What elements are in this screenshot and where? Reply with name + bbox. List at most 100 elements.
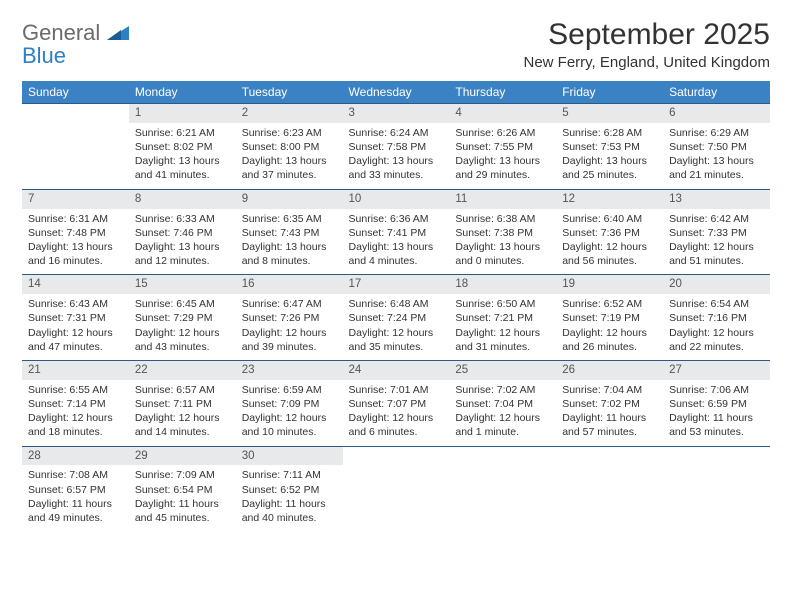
day-content-row: Sunrise: 6:55 AMSunset: 7:14 PMDaylight:… bbox=[22, 380, 770, 446]
day-cell: Sunrise: 7:01 AMSunset: 7:07 PMDaylight:… bbox=[343, 380, 450, 446]
day-number: 8 bbox=[129, 189, 236, 208]
sunrise-text: Sunrise: 6:47 AM bbox=[242, 297, 337, 311]
day-cell bbox=[663, 465, 770, 531]
sunset-text: Sunset: 7:19 PM bbox=[562, 311, 657, 325]
sunrise-text: Sunrise: 6:55 AM bbox=[28, 383, 123, 397]
day-cell-content: Sunrise: 6:24 AMSunset: 7:58 PMDaylight:… bbox=[343, 123, 450, 189]
daylight-text: Daylight: 12 hours and 10 minutes. bbox=[242, 411, 337, 439]
day-number: 13 bbox=[663, 189, 770, 208]
day-cell-content: Sunrise: 6:40 AMSunset: 7:36 PMDaylight:… bbox=[556, 209, 663, 275]
day-cell: Sunrise: 6:48 AMSunset: 7:24 PMDaylight:… bbox=[343, 294, 450, 360]
day-cell: Sunrise: 6:52 AMSunset: 7:19 PMDaylight:… bbox=[556, 294, 663, 360]
sunset-text: Sunset: 8:00 PM bbox=[242, 140, 337, 154]
sunset-text: Sunset: 8:02 PM bbox=[135, 140, 230, 154]
day-cell: Sunrise: 7:08 AMSunset: 6:57 PMDaylight:… bbox=[22, 465, 129, 531]
sunset-text: Sunset: 7:48 PM bbox=[28, 226, 123, 240]
daylight-text: Daylight: 12 hours and 39 minutes. bbox=[242, 326, 337, 354]
day-cell: Sunrise: 6:33 AMSunset: 7:46 PMDaylight:… bbox=[129, 209, 236, 275]
daylight-text: Daylight: 13 hours and 12 minutes. bbox=[135, 240, 230, 268]
sunset-text: Sunset: 7:07 PM bbox=[349, 397, 444, 411]
daylight-text: Daylight: 12 hours and 18 minutes. bbox=[28, 411, 123, 439]
day-content-row: Sunrise: 6:43 AMSunset: 7:31 PMDaylight:… bbox=[22, 294, 770, 360]
day-number: 29 bbox=[129, 446, 236, 465]
sunrise-text: Sunrise: 6:57 AM bbox=[135, 383, 230, 397]
sunset-text: Sunset: 7:38 PM bbox=[455, 226, 550, 240]
daynum-row: 282930 bbox=[22, 446, 770, 465]
sunrise-text: Sunrise: 6:40 AM bbox=[562, 212, 657, 226]
day-cell-content: Sunrise: 6:28 AMSunset: 7:53 PMDaylight:… bbox=[556, 123, 663, 189]
day-cell-content: Sunrise: 6:52 AMSunset: 7:19 PMDaylight:… bbox=[556, 294, 663, 360]
day-cell bbox=[449, 465, 556, 531]
daylight-text: Daylight: 13 hours and 16 minutes. bbox=[28, 240, 123, 268]
sunrise-text: Sunrise: 6:59 AM bbox=[242, 383, 337, 397]
day-number: 25 bbox=[449, 360, 556, 379]
day-number: 12 bbox=[556, 189, 663, 208]
sunset-text: Sunset: 6:52 PM bbox=[242, 483, 337, 497]
day-number: 14 bbox=[22, 275, 129, 294]
logo-text-blue: Blue bbox=[22, 43, 66, 68]
daylight-text: Daylight: 13 hours and 0 minutes. bbox=[455, 240, 550, 268]
day-number: 2 bbox=[236, 104, 343, 123]
day-number bbox=[556, 446, 663, 465]
daylight-text: Daylight: 12 hours and 26 minutes. bbox=[562, 326, 657, 354]
sunset-text: Sunset: 7:36 PM bbox=[562, 226, 657, 240]
day-number: 1 bbox=[129, 104, 236, 123]
daylight-text: Daylight: 13 hours and 37 minutes. bbox=[242, 154, 337, 182]
day-number bbox=[449, 446, 556, 465]
day-cell: Sunrise: 6:54 AMSunset: 7:16 PMDaylight:… bbox=[663, 294, 770, 360]
sunrise-text: Sunrise: 6:31 AM bbox=[28, 212, 123, 226]
day-cell-content: Sunrise: 6:38 AMSunset: 7:38 PMDaylight:… bbox=[449, 209, 556, 275]
day-cell-content: Sunrise: 6:50 AMSunset: 7:21 PMDaylight:… bbox=[449, 294, 556, 360]
day-cell: Sunrise: 6:26 AMSunset: 7:55 PMDaylight:… bbox=[449, 123, 556, 189]
day-cell: Sunrise: 6:24 AMSunset: 7:58 PMDaylight:… bbox=[343, 123, 450, 189]
daylight-text: Daylight: 13 hours and 8 minutes. bbox=[242, 240, 337, 268]
daylight-text: Daylight: 12 hours and 51 minutes. bbox=[669, 240, 764, 268]
sunrise-text: Sunrise: 6:38 AM bbox=[455, 212, 550, 226]
daynum-row: 78910111213 bbox=[22, 189, 770, 208]
daylight-text: Daylight: 13 hours and 41 minutes. bbox=[135, 154, 230, 182]
day-cell-content: Sunrise: 6:26 AMSunset: 7:55 PMDaylight:… bbox=[449, 123, 556, 189]
day-cell-content: Sunrise: 6:59 AMSunset: 7:09 PMDaylight:… bbox=[236, 380, 343, 446]
day-cell: Sunrise: 6:35 AMSunset: 7:43 PMDaylight:… bbox=[236, 209, 343, 275]
sunset-text: Sunset: 7:11 PM bbox=[135, 397, 230, 411]
logo-text-general: General bbox=[22, 20, 100, 45]
day-number: 9 bbox=[236, 189, 343, 208]
sunrise-text: Sunrise: 7:08 AM bbox=[28, 468, 123, 482]
day-cell: Sunrise: 6:31 AMSunset: 7:48 PMDaylight:… bbox=[22, 209, 129, 275]
day-cell: Sunrise: 6:38 AMSunset: 7:38 PMDaylight:… bbox=[449, 209, 556, 275]
page-header: General Blue September 2025 New Ferry, E… bbox=[22, 18, 770, 71]
weekday-header: Friday bbox=[556, 81, 663, 104]
weekday-header: Monday bbox=[129, 81, 236, 104]
day-cell-content: Sunrise: 6:43 AMSunset: 7:31 PMDaylight:… bbox=[22, 294, 129, 360]
sunrise-text: Sunrise: 7:06 AM bbox=[669, 383, 764, 397]
day-cell-content: Sunrise: 6:23 AMSunset: 8:00 PMDaylight:… bbox=[236, 123, 343, 189]
sunrise-text: Sunrise: 6:29 AM bbox=[669, 126, 764, 140]
daylight-text: Daylight: 11 hours and 57 minutes. bbox=[562, 411, 657, 439]
weekday-header: Tuesday bbox=[236, 81, 343, 104]
sunset-text: Sunset: 7:55 PM bbox=[455, 140, 550, 154]
day-cell-content: Sunrise: 7:11 AMSunset: 6:52 PMDaylight:… bbox=[236, 465, 343, 531]
daynum-row: 14151617181920 bbox=[22, 275, 770, 294]
day-number: 3 bbox=[343, 104, 450, 123]
day-number: 26 bbox=[556, 360, 663, 379]
day-cell-content: Sunrise: 6:33 AMSunset: 7:46 PMDaylight:… bbox=[129, 209, 236, 275]
header-right: September 2025 New Ferry, England, Unite… bbox=[523, 18, 770, 71]
day-cell: Sunrise: 7:06 AMSunset: 6:59 PMDaylight:… bbox=[663, 380, 770, 446]
day-cell bbox=[343, 465, 450, 531]
day-number bbox=[663, 446, 770, 465]
day-cell-content: Sunrise: 6:35 AMSunset: 7:43 PMDaylight:… bbox=[236, 209, 343, 275]
day-cell-content: Sunrise: 6:42 AMSunset: 7:33 PMDaylight:… bbox=[663, 209, 770, 275]
day-cell: Sunrise: 6:50 AMSunset: 7:21 PMDaylight:… bbox=[449, 294, 556, 360]
day-cell: Sunrise: 7:09 AMSunset: 6:54 PMDaylight:… bbox=[129, 465, 236, 531]
daylight-text: Daylight: 12 hours and 56 minutes. bbox=[562, 240, 657, 268]
sunset-text: Sunset: 7:09 PM bbox=[242, 397, 337, 411]
daylight-text: Daylight: 12 hours and 1 minute. bbox=[455, 411, 550, 439]
day-cell-content: Sunrise: 7:01 AMSunset: 7:07 PMDaylight:… bbox=[343, 380, 450, 446]
day-cell: Sunrise: 6:55 AMSunset: 7:14 PMDaylight:… bbox=[22, 380, 129, 446]
day-cell: Sunrise: 6:43 AMSunset: 7:31 PMDaylight:… bbox=[22, 294, 129, 360]
sunrise-text: Sunrise: 6:26 AM bbox=[455, 126, 550, 140]
sunrise-text: Sunrise: 6:43 AM bbox=[28, 297, 123, 311]
day-cell: Sunrise: 6:59 AMSunset: 7:09 PMDaylight:… bbox=[236, 380, 343, 446]
sunset-text: Sunset: 7:02 PM bbox=[562, 397, 657, 411]
day-cell-content: Sunrise: 6:29 AMSunset: 7:50 PMDaylight:… bbox=[663, 123, 770, 189]
